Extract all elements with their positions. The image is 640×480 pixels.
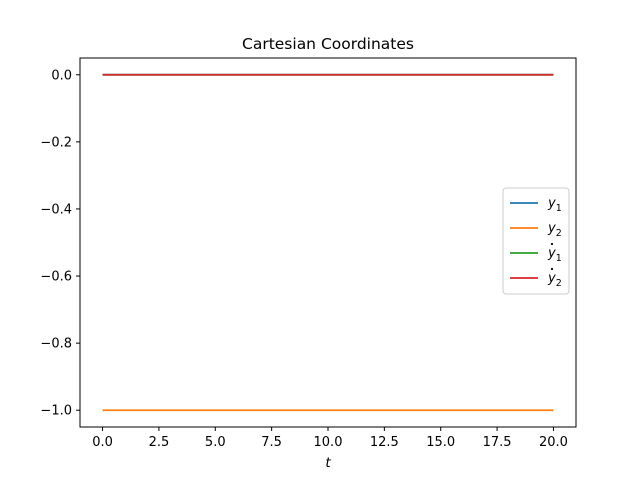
y-tick-label: −1.0 (40, 404, 72, 419)
x-tick-label: 10.0 (314, 435, 343, 450)
legend-item: y2 (510, 221, 562, 239)
legend-item: y2 (510, 267, 562, 289)
x-tick-label: 17.5 (483, 435, 512, 450)
legend-frame (502, 187, 570, 295)
x-tick-label: 0.0 (92, 435, 113, 450)
legend: y1 y2 y1 y2 (502, 187, 570, 295)
x-tick-label: 5.0 (205, 435, 226, 450)
legend-label: y1 (547, 246, 562, 264)
legend-dot-accent (550, 242, 554, 246)
y-tick-label: −0.8 (40, 337, 72, 352)
legend-item: y1 (510, 242, 562, 264)
legend-label: y1 (547, 196, 562, 214)
y-tick-label: −0.2 (40, 135, 72, 150)
x-axis-ticks: 0.0 2.5 5.0 7.5 10.0 12.5 15.0 17.5 20.0 (92, 427, 568, 450)
y-tick-label: 0.0 (51, 68, 72, 83)
y-tick-label: −0.4 (40, 202, 72, 217)
x-tick-label: 20.0 (539, 435, 568, 450)
legend-label: y2 (547, 271, 562, 289)
y-axis-ticks: 0.0 −0.2 −0.4 −0.6 −0.8 −1.0 (40, 68, 80, 419)
x-tick-label: 2.5 (149, 435, 170, 450)
plot-lines (102, 73, 554, 412)
legend-item: y1 (510, 196, 562, 214)
x-axis-label: t (325, 455, 331, 471)
chart-title: Cartesian Coordinates (242, 35, 414, 53)
y-tick-label: −0.6 (40, 270, 72, 285)
x-tick-label: 15.0 (426, 435, 455, 450)
x-tick-label: 7.5 (261, 435, 282, 450)
legend-label: y2 (547, 221, 562, 239)
axes-frame (79, 57, 577, 428)
legend-dot-accent (550, 267, 554, 271)
x-tick-label: 12.5 (370, 435, 399, 450)
